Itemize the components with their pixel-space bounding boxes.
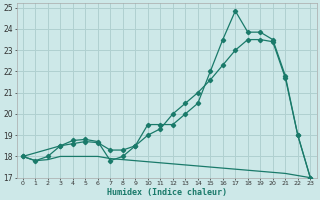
X-axis label: Humidex (Indice chaleur): Humidex (Indice chaleur) [107,188,227,197]
